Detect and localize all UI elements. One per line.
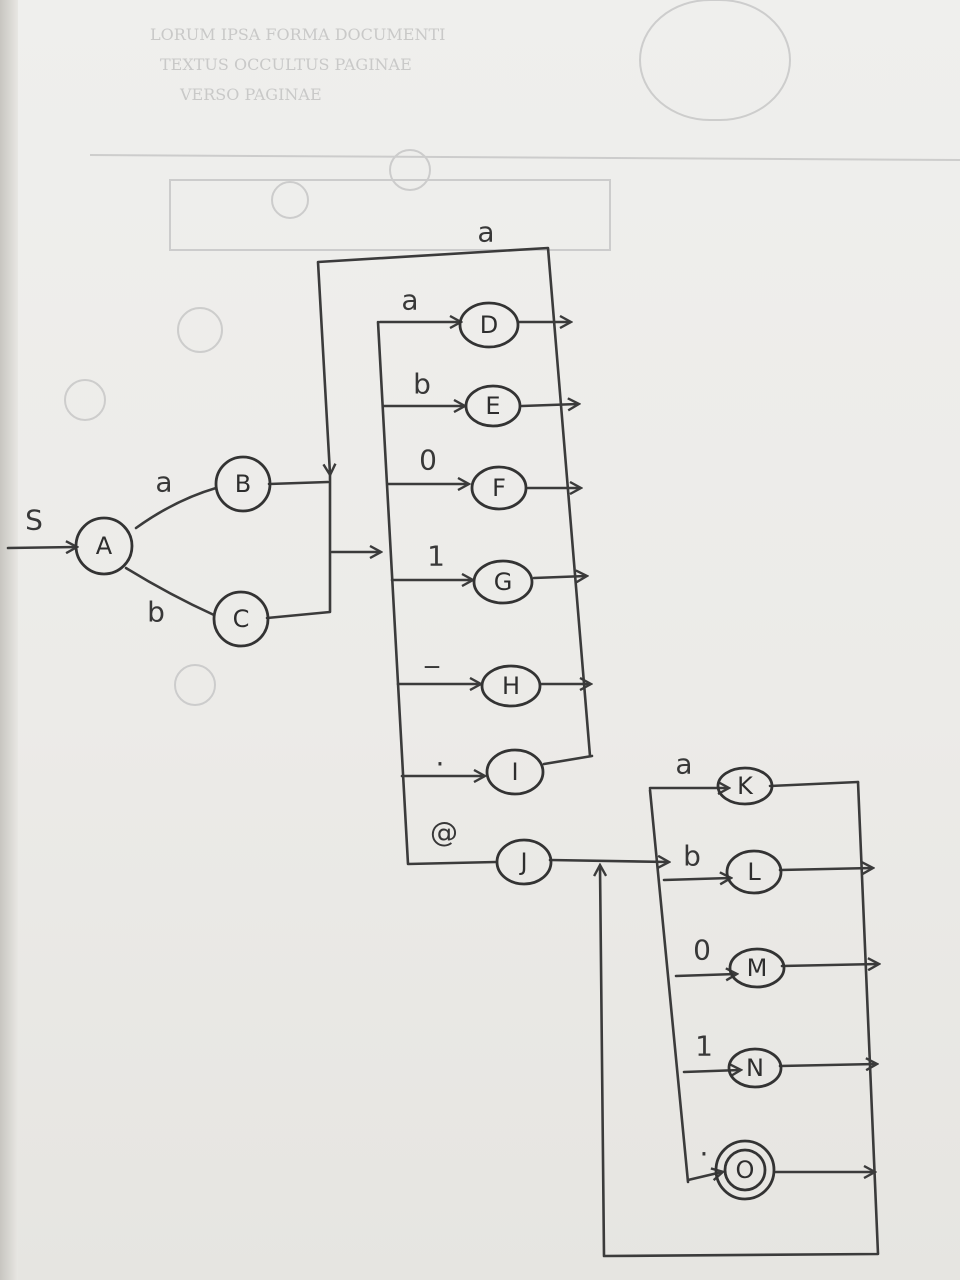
start-label: S bbox=[25, 504, 43, 537]
label-l: b bbox=[683, 840, 701, 873]
svg-text:G: G bbox=[494, 568, 513, 596]
edge-c-trunk bbox=[265, 470, 332, 620]
state-g: G bbox=[472, 559, 534, 605]
paper-edge-shadow bbox=[0, 0, 18, 1280]
loop-back-outer bbox=[316, 246, 592, 758]
svg-text:L: L bbox=[747, 858, 761, 886]
edge-out-n bbox=[778, 1064, 876, 1066]
state-n: N bbox=[727, 1047, 783, 1089]
svg-text:TEXTUS OCCULTUS PAGINAE: TEXTUS OCCULTUS PAGINAE bbox=[160, 55, 412, 74]
state-b: B bbox=[214, 455, 272, 513]
svg-text:E: E bbox=[485, 392, 500, 420]
state-k: K bbox=[716, 766, 774, 806]
label-a-b: a bbox=[155, 466, 172, 499]
label-g: 1 bbox=[427, 540, 445, 573]
svg-text:B: B bbox=[235, 470, 251, 498]
svg-text:J: J bbox=[518, 848, 527, 876]
label-m: 0 bbox=[693, 934, 711, 967]
edge-out-i bbox=[542, 754, 594, 766]
svg-text:F: F bbox=[492, 474, 506, 502]
edge-out-g bbox=[532, 576, 586, 578]
edge-out-e bbox=[520, 404, 578, 406]
svg-text:N: N bbox=[746, 1054, 764, 1082]
edge-to-m bbox=[674, 974, 736, 976]
state-j: J bbox=[495, 838, 553, 886]
edge-b-trunk bbox=[267, 480, 330, 486]
state-l: L bbox=[725, 849, 783, 895]
label-loop1: a bbox=[477, 216, 494, 249]
svg-text:LORUM IPSA FORMA DOCUMENTI: LORUM IPSA FORMA DOCUMENTI bbox=[150, 25, 445, 44]
label-e: b bbox=[413, 368, 431, 401]
edge-out-m bbox=[780, 964, 878, 966]
edge-out-l bbox=[778, 868, 872, 870]
edge-to-n bbox=[682, 1070, 740, 1072]
state-c: C bbox=[212, 590, 270, 648]
label-n: 1 bbox=[695, 1030, 713, 1063]
column-bus bbox=[376, 320, 498, 866]
column2-bus bbox=[648, 788, 690, 1184]
label-j: @ bbox=[430, 816, 458, 849]
label-d: a bbox=[401, 284, 418, 317]
edge-j-to-column2 bbox=[548, 860, 668, 862]
state-d: D bbox=[458, 301, 520, 349]
svg-text:O: O bbox=[736, 1156, 755, 1184]
svg-text:K: K bbox=[737, 772, 754, 800]
edge-out-k bbox=[768, 780, 860, 788]
state-e: E bbox=[464, 384, 522, 428]
label-a-c: b bbox=[147, 596, 165, 629]
start-arrow bbox=[6, 547, 76, 548]
svg-text:VERSO PAGINAE: VERSO PAGINAE bbox=[179, 85, 322, 104]
edge-a-c bbox=[124, 566, 216, 617]
state-h: H bbox=[480, 664, 542, 708]
state-f: F bbox=[470, 465, 528, 511]
svg-text:M: M bbox=[747, 954, 768, 982]
label-o: . bbox=[700, 1130, 709, 1163]
state-a: A bbox=[74, 516, 134, 576]
state-o-accepting: O bbox=[714, 1139, 776, 1201]
label-h: _ bbox=[424, 636, 440, 669]
loop-back-second bbox=[600, 780, 880, 1258]
edge-a-b bbox=[134, 486, 218, 530]
state-i: I bbox=[485, 748, 545, 796]
label-k: a bbox=[675, 748, 692, 781]
state-m: M bbox=[728, 947, 786, 989]
edge-to-l bbox=[662, 878, 730, 880]
svg-text:C: C bbox=[233, 605, 250, 633]
svg-text:I: I bbox=[511, 758, 518, 786]
svg-text:H: H bbox=[502, 672, 520, 700]
svg-text:A: A bbox=[96, 532, 113, 560]
label-f: 0 bbox=[419, 444, 437, 477]
svg-text:D: D bbox=[480, 311, 498, 339]
bleed-through-ghost: LORUM IPSA FORMA DOCUMENTI TEXTUS OCCULT… bbox=[64, 0, 960, 706]
label-i: . bbox=[436, 740, 445, 773]
